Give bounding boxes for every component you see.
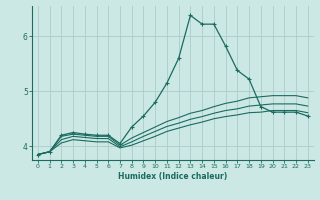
X-axis label: Humidex (Indice chaleur): Humidex (Indice chaleur) <box>118 172 228 181</box>
